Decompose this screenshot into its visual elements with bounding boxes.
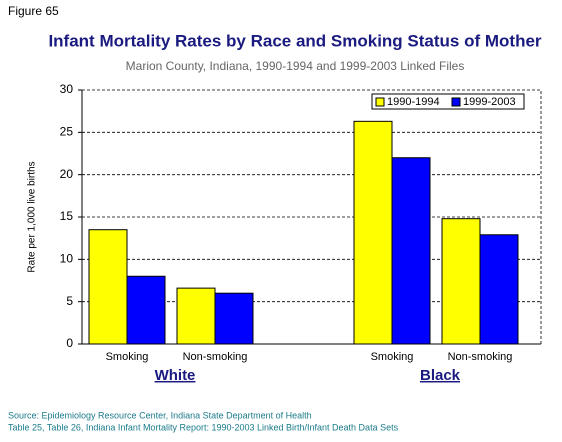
- legend-label: 1999-2003: [463, 96, 516, 108]
- bar: [214, 292, 254, 345]
- legend-box: [371, 93, 525, 110]
- y-tick-label: 30: [60, 82, 74, 96]
- figure-label: Figure 65: [8, 4, 59, 18]
- x-tick-label: Non-smoking: [183, 351, 248, 363]
- group-label: White: [155, 367, 196, 384]
- bar: [126, 275, 166, 345]
- source-line: Table 25, Table 26, Indiana Infant Morta…: [8, 422, 399, 432]
- source-line: Source: Epidemiology Resource Center, In…: [8, 410, 312, 420]
- y-tick-label: 5: [66, 294, 73, 308]
- y-tick-label: 0: [66, 336, 73, 350]
- bar: [176, 287, 216, 345]
- bar: [479, 234, 519, 345]
- bar: [441, 218, 481, 345]
- bar: [353, 120, 393, 345]
- y-tick-label: 20: [60, 167, 74, 181]
- x-tick-label: Non-smoking: [448, 351, 513, 363]
- chart-title: Infant Mortality Rates by Race and Smoki…: [48, 31, 541, 50]
- y-tick-label: 10: [60, 252, 74, 266]
- chart-subtitle: Marion County, Indiana, 1990-1994 and 19…: [126, 59, 465, 73]
- y-tick-label: 25: [60, 125, 74, 139]
- y-tick-label: 15: [60, 209, 74, 223]
- bar: [88, 229, 128, 345]
- legend-swatch: [451, 97, 461, 107]
- legend-swatch: [375, 97, 385, 107]
- bar: [391, 157, 431, 345]
- legend-label: 1990-1994: [387, 96, 440, 108]
- x-tick-label: Smoking: [371, 351, 414, 363]
- x-tick-label: Smoking: [106, 351, 149, 363]
- y-axis-label: Rate per 1,000 live births: [27, 161, 38, 272]
- group-label: Black: [420, 367, 461, 384]
